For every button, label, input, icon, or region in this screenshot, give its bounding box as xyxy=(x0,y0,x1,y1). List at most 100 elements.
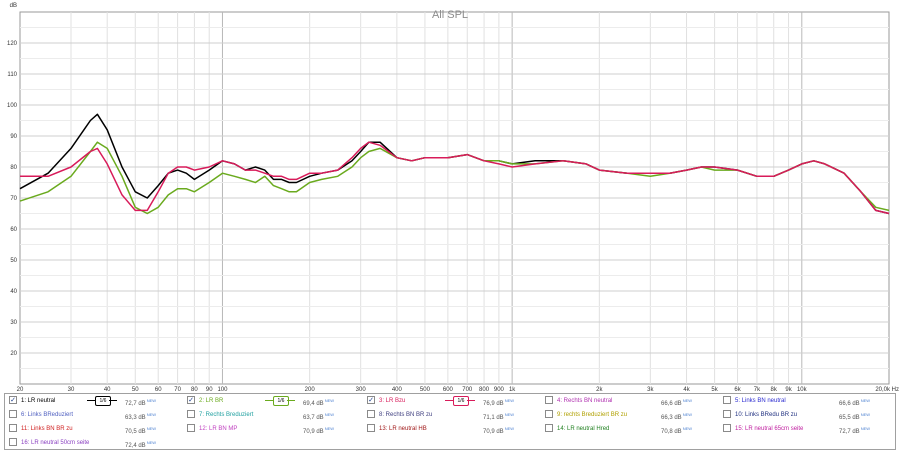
smoothing-label: 1/6 xyxy=(95,396,111,406)
measurement-name: 5: Links BN neutral xyxy=(735,398,786,404)
legend-entry[interactable]: 8: Rechts BN BR zu 71,1 dBNEW xyxy=(365,408,543,422)
visibility-checkbox[interactable] xyxy=(187,424,195,432)
x-tick-label: 30 xyxy=(68,387,75,393)
visibility-checkbox[interactable] xyxy=(9,424,17,432)
smoothing-indicator[interactable]: 1/6 xyxy=(87,396,117,406)
measurement-name: 8: Rechts BN BR zu xyxy=(379,412,433,418)
level-text: 63,7 dB xyxy=(303,415,324,421)
measurement-name: 6: Links BReduziert xyxy=(21,412,74,418)
trace-line-sample xyxy=(467,400,475,401)
measurement-name: 10: Links BRedu BR zu xyxy=(735,412,798,418)
x-tick-label: 5k xyxy=(711,387,718,393)
legend-entry[interactable]: 14: LR neutral Hred 70,8 dBNEW xyxy=(543,422,721,436)
x-tick-label: 40 xyxy=(104,387,111,393)
measurement-legend: ✓ 1: LR neutral 1/6 72,7 dBNEW ✓ 2: LR BR 1/6 6… xyxy=(4,393,896,450)
chart-title: All SPL xyxy=(432,9,468,21)
level-value: 72,7 dBNEW xyxy=(125,394,156,411)
level-text: 70,9 dB xyxy=(303,429,324,435)
x-tick-label: 200 xyxy=(305,387,316,393)
y-tick-label: 100 xyxy=(7,103,18,109)
x-tick-label: 20 xyxy=(17,387,24,393)
y-tick-label: 120 xyxy=(7,41,18,47)
x-tick-label: 60 xyxy=(155,387,162,393)
y-tick-label: 70 xyxy=(10,196,17,202)
visibility-checkbox[interactable] xyxy=(545,396,553,404)
level-value: 66,6 dBNEW xyxy=(661,394,692,411)
visibility-checkbox[interactable] xyxy=(723,410,731,418)
x-tick-label: 1k xyxy=(509,387,516,393)
level-value: 65,5 dBNEW xyxy=(839,408,870,425)
new-badge: NEW xyxy=(860,398,871,403)
x-tick-label: 500 xyxy=(420,387,431,393)
legend-entry[interactable]: ✓ 2: LR BR 1/6 69,4 dBNEW xyxy=(185,394,363,408)
measurement-name: 13: LR neutral HB xyxy=(379,426,427,432)
y-tick-label: 30 xyxy=(10,320,17,326)
legend-entry[interactable]: 6: Links BReduziert 63,3 dBNEW xyxy=(7,408,185,422)
measurement-name: 9: rechts Breduziert BR zu xyxy=(557,412,628,418)
level-text: 72,4 dB xyxy=(125,443,146,449)
measurement-name: 14: LR neutral Hred xyxy=(557,426,610,432)
measurement-name: 3: LR Bzu xyxy=(379,398,406,404)
level-value: 70,9 dBNEW xyxy=(303,422,334,439)
smoothing-label: 1/6 xyxy=(273,396,289,406)
spl-chart[interactable]: 120 110 100 90 80 70 60 50 40 30 20 dB 20 30 40 50 60 70 8… xyxy=(0,0,900,393)
new-badge: NEW xyxy=(146,398,157,403)
visibility-checkbox[interactable] xyxy=(545,410,553,418)
legend-entry[interactable]: 13: LR neutral HB 70,9 dBNEW xyxy=(365,422,543,436)
visibility-checkbox[interactable] xyxy=(723,396,731,404)
level-value: 71,1 dBNEW xyxy=(483,408,514,425)
x-tick-label: 90 xyxy=(206,387,213,393)
y-tick-label: 40 xyxy=(10,289,17,295)
legend-entry[interactable]: 4: Rechts BN neutral 66,6 dBNEW xyxy=(543,394,721,408)
legend-entry[interactable]: 16: LR neutral 50cm seite 72,4 dBNEW xyxy=(7,436,185,450)
visibility-checkbox[interactable] xyxy=(723,424,731,432)
visibility-checkbox[interactable]: ✓ xyxy=(367,396,375,404)
new-badge: NEW xyxy=(146,426,157,431)
level-text: 71,1 dB xyxy=(483,415,504,421)
level-value: 69,4 dBNEW xyxy=(303,394,334,411)
legend-entry[interactable]: 10: Links BRedu BR zu 65,5 dBNEW xyxy=(721,408,899,422)
measurement-name: 2: LR BR xyxy=(199,398,224,404)
y-tick-label: 20 xyxy=(10,351,17,357)
level-text: 63,3 dB xyxy=(125,415,146,421)
level-value: 70,8 dBNEW xyxy=(661,422,692,439)
trace-line-sample xyxy=(265,400,273,401)
legend-entry[interactable]: 11: Links BN BR zu 70,5 dBNEW xyxy=(7,422,185,436)
trace-line-sample xyxy=(87,400,95,401)
measurement-name: 16: LR neutral 50cm seite xyxy=(21,440,90,446)
visibility-checkbox[interactable] xyxy=(545,424,553,432)
x-tick-label: 50 xyxy=(132,387,139,393)
x-tick-label: 70 xyxy=(174,387,181,393)
x-tick-label: 800 xyxy=(479,387,490,393)
visibility-checkbox[interactable] xyxy=(9,410,17,418)
visibility-checkbox[interactable]: ✓ xyxy=(187,396,195,404)
legend-entry[interactable]: ✓ 1: LR neutral 1/6 72,7 dBNEW xyxy=(7,394,185,408)
legend-entry[interactable]: ✓ 3: LR Bzu 1/6 76,9 dBNEW xyxy=(365,394,543,408)
legend-entry[interactable]: 5: Links BN neutral 66,6 dBNEW xyxy=(721,394,899,408)
level-value: 72,7 dBNEW xyxy=(839,422,870,439)
x-tick-label: 6k xyxy=(734,387,741,393)
new-badge: NEW xyxy=(324,412,335,417)
smoothing-indicator[interactable]: 1/6 xyxy=(265,396,295,406)
visibility-checkbox[interactable] xyxy=(367,410,375,418)
level-value: 70,5 dBNEW xyxy=(125,422,156,439)
level-text: 72,7 dB xyxy=(839,429,860,435)
y-tick-label: 90 xyxy=(10,134,17,140)
legend-entry[interactable]: 9: rechts Breduziert BR zu 66,3 dBNEW xyxy=(543,408,721,422)
new-badge: NEW xyxy=(504,412,515,417)
measurement-name: 1: LR neutral xyxy=(21,398,56,404)
legend-row: ✓ 1: LR neutral 1/6 72,7 dBNEW ✓ 2: LR BR 1/6 6… xyxy=(5,394,895,408)
visibility-checkbox[interactable] xyxy=(367,424,375,432)
visibility-checkbox[interactable] xyxy=(9,438,17,446)
level-text: 70,5 dB xyxy=(125,429,146,435)
legend-entry[interactable]: 12: LR BN MP 70,9 dBNEW xyxy=(185,422,363,436)
legend-entry[interactable]: 7: Rechts Breduziert 63,7 dBNEW xyxy=(185,408,363,422)
visibility-checkbox[interactable]: ✓ xyxy=(9,396,17,404)
x-tick-label: 3k xyxy=(647,387,654,393)
visibility-checkbox[interactable] xyxy=(187,410,195,418)
new-badge: NEW xyxy=(860,412,871,417)
level-value: 72,4 dBNEW xyxy=(125,436,156,453)
legend-entry[interactable]: 15: LR neutral 65cm seite 72,7 dBNEW xyxy=(721,422,899,436)
smoothing-indicator[interactable]: 1/6 xyxy=(445,396,475,406)
